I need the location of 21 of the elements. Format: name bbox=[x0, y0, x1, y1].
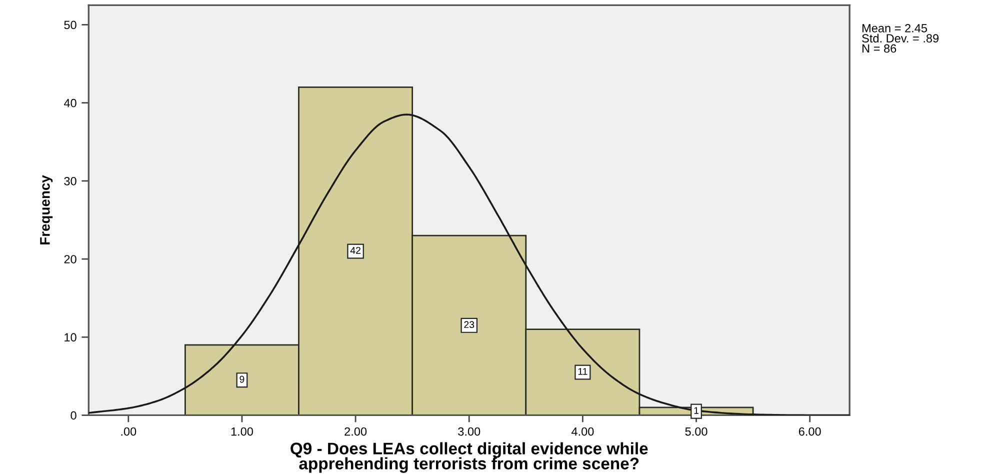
text: Mean = 2.45 Std. Dev. = .89 N = 86 bbox=[862, 24, 939, 53]
data-label: 11 bbox=[578, 368, 588, 375]
x-tick-label: 2.00 bbox=[344, 427, 367, 436]
x-axis-title: Q9 - Does LEAs collect digital evidence while apprehending terrorists from crime scene? bbox=[290, 442, 648, 473]
y-tick-label: 40 bbox=[64, 98, 76, 108]
y-axis-title: Frequency bbox=[40, 175, 53, 244]
x-tick-label: 1.00 bbox=[231, 427, 253, 436]
data-label: 9 bbox=[240, 376, 244, 383]
y-tick-label: 50 bbox=[64, 20, 76, 30]
data-label: 42 bbox=[350, 246, 360, 254]
data-label: 1 bbox=[694, 407, 698, 414]
data-label: 23 bbox=[464, 321, 474, 328]
y-tick-label: 0 bbox=[70, 411, 76, 420]
x-tick-label: .00 bbox=[121, 427, 136, 436]
y-tick-label: 10 bbox=[64, 333, 76, 342]
y-tick-label: 20 bbox=[64, 255, 76, 264]
x-tick-label: 5.00 bbox=[685, 427, 708, 436]
y-tick-label: 30 bbox=[64, 176, 76, 186]
x-tick-label: 4.00 bbox=[571, 427, 594, 436]
x-tick-label: 3.00 bbox=[458, 427, 480, 436]
x-tick-label: 6.00 bbox=[798, 427, 821, 436]
